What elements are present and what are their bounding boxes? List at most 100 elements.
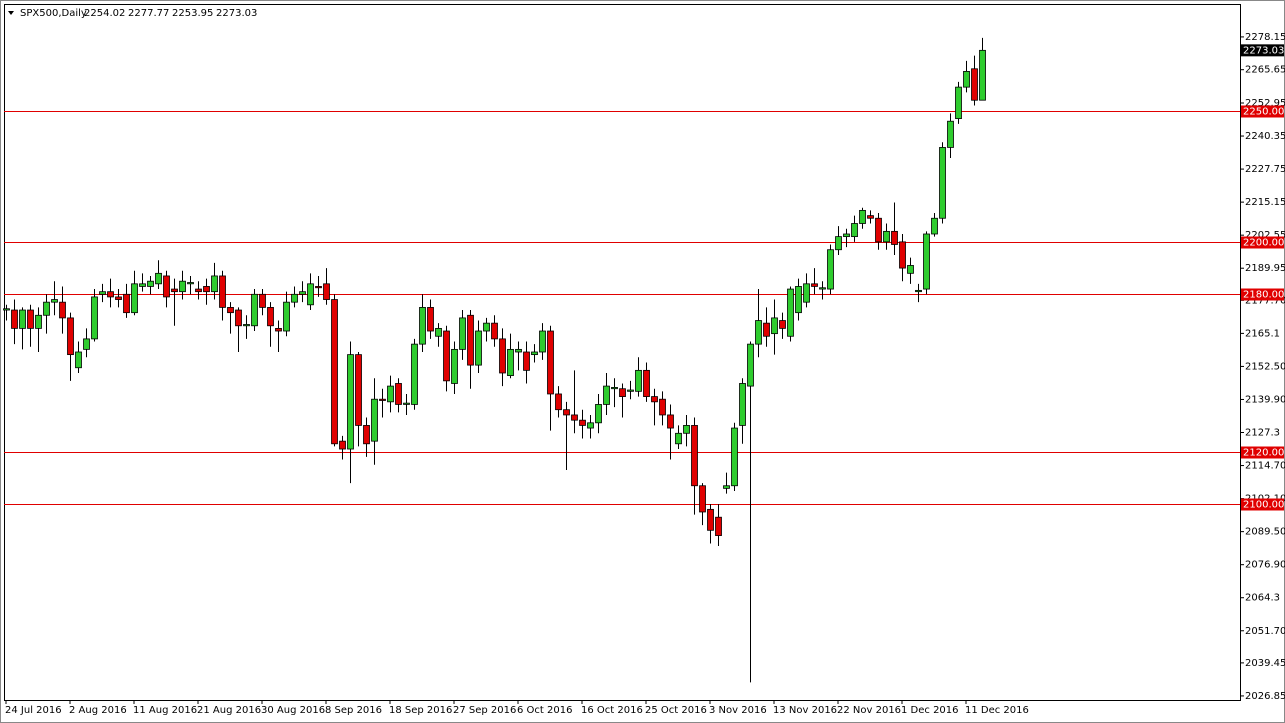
x-tick-label: 8 Sep 2016	[325, 705, 382, 716]
y-tick-label: 2039.45	[1245, 658, 1285, 669]
candle-body	[363, 425, 370, 445]
candle-body	[163, 275, 170, 298]
y-tick-label: 2127.3	[1245, 428, 1280, 439]
candle-body	[355, 354, 362, 426]
candle-body	[419, 307, 426, 345]
x-tick-label: 13 Nov 2016	[773, 705, 837, 716]
candle-body	[675, 432, 682, 445]
candle-body	[467, 314, 474, 366]
candle-body	[323, 283, 330, 300]
candle-body	[659, 398, 666, 416]
candle-body	[275, 327, 282, 332]
level-label-box	[1241, 236, 1284, 249]
candle-body	[187, 282, 194, 285]
candle-body	[35, 314, 42, 329]
candle-body	[459, 317, 466, 350]
x-tick-label: 11 Dec 2016	[965, 705, 1029, 716]
candle-body	[603, 385, 610, 405]
candle-body	[563, 409, 570, 416]
candle-body	[755, 320, 762, 345]
y-tick-label: 2051.70	[1245, 626, 1285, 637]
candle-body	[691, 425, 698, 487]
candle-body	[731, 427, 738, 487]
level-label-box	[1241, 446, 1284, 459]
candle-body	[867, 215, 874, 219]
candle-body	[779, 320, 786, 329]
level-label: 2250.00	[1243, 107, 1284, 118]
candle-body	[571, 414, 578, 421]
candle-body	[723, 485, 730, 489]
candle-body	[963, 70, 970, 88]
candle-body	[843, 233, 850, 238]
candle-body	[539, 330, 546, 353]
candle-body	[243, 324, 250, 327]
candle-body	[771, 317, 778, 335]
candle-body	[699, 485, 706, 513]
candle-body	[515, 348, 522, 353]
candle-body	[523, 351, 530, 371]
y-tick-label: 2165.1	[1245, 328, 1280, 339]
level-label: 2120.00	[1243, 448, 1284, 459]
candle-body	[859, 209, 866, 224]
candle-body	[91, 296, 98, 340]
candle-body	[123, 293, 130, 314]
candle-body	[131, 283, 138, 314]
candle-body	[979, 49, 986, 101]
candle-body	[83, 338, 90, 350]
candle-body	[787, 288, 794, 337]
candle-body	[435, 327, 442, 337]
candle-body	[203, 286, 210, 293]
candle-body	[883, 230, 890, 243]
candle-body	[387, 385, 394, 403]
candle-body	[11, 309, 18, 329]
candle-body	[555, 393, 562, 411]
menu-icon	[8, 11, 14, 15]
y-tick-label: 2252.95	[1245, 98, 1285, 109]
x-tick-label: 22 Nov 2016	[837, 705, 901, 716]
x-tick-label: 24 Jul 2016	[5, 705, 62, 716]
candle-body	[3, 308, 10, 311]
candle-body	[547, 330, 554, 395]
candle-body	[379, 398, 386, 401]
level-label-box	[1241, 288, 1284, 301]
x-tick-label: 25 Oct 2016	[645, 705, 707, 716]
candle-body	[835, 236, 842, 251]
candle-body	[651, 396, 658, 403]
candle-body	[683, 425, 690, 434]
y-tick-label: 2265.65	[1245, 65, 1285, 76]
candle-body	[955, 86, 962, 120]
candle-body	[619, 388, 626, 397]
candle-body	[899, 241, 906, 269]
header-low: 2253.95	[172, 8, 213, 19]
candle-body	[267, 307, 274, 327]
plot-area	[4, 4, 1241, 701]
candle-body	[411, 343, 418, 405]
y-tick-label: 2114.70	[1245, 461, 1285, 472]
level-label: 2200.00	[1243, 238, 1284, 249]
header-high: 2277.77	[128, 8, 169, 19]
candle-body	[179, 280, 186, 293]
candle-body	[611, 387, 618, 390]
candle-body	[251, 293, 258, 327]
candle-body	[115, 296, 122, 300]
y-tick-label: 2089.50	[1245, 527, 1285, 538]
candle-body	[155, 272, 162, 285]
candle-body	[643, 369, 650, 397]
candle-body	[827, 249, 834, 290]
x-tick-label: 3 Nov 2016	[709, 705, 767, 716]
y-tick-label: 2202.55	[1245, 230, 1285, 241]
candle-body	[939, 147, 946, 219]
candle-body	[507, 348, 514, 377]
x-tick-label: 30 Aug 2016	[261, 705, 325, 716]
candle-body	[531, 351, 538, 356]
x-tick-label: 1 Dec 2016	[901, 705, 959, 716]
candle-body	[195, 288, 202, 293]
candle-body	[403, 402, 410, 405]
candle-body	[971, 68, 978, 101]
candle-body	[331, 299, 338, 445]
candle-body	[931, 217, 938, 235]
candle-body	[923, 233, 930, 290]
candle-body	[947, 120, 954, 148]
